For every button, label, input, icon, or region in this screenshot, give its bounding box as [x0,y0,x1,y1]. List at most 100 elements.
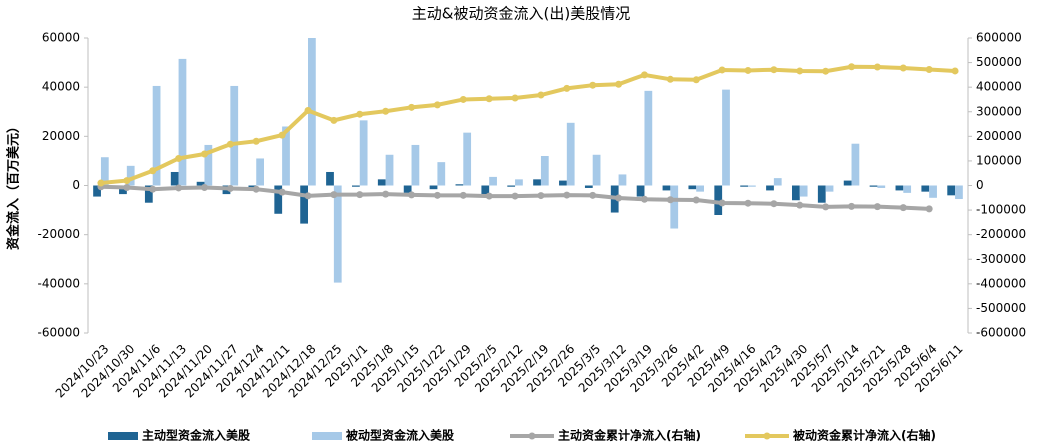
y2-tick-label: 300000 [976,104,1022,118]
point [951,67,959,75]
bar [748,185,756,187]
point [925,205,933,213]
point [589,81,597,89]
legend-swatch [312,432,342,440]
point [149,185,157,193]
point [537,192,545,200]
bar [540,156,549,186]
bar [170,171,179,186]
bar [300,185,308,224]
y2-tick-label: -400000 [976,276,1026,290]
bar [481,185,490,195]
bar [463,132,472,186]
point [848,202,856,210]
bar [662,185,671,191]
point [356,191,364,199]
point [511,94,519,102]
y2-tick-label: -300000 [976,252,1026,266]
point [718,199,726,207]
point [485,192,493,200]
point [252,137,260,145]
bar [955,185,963,200]
point [589,191,597,199]
bar [559,180,567,186]
point [459,191,467,199]
point [873,203,881,211]
bar [740,185,748,187]
point [796,201,804,209]
bar [714,185,723,215]
point [278,131,286,139]
y2-tick-label: -200000 [976,227,1026,241]
point [408,191,416,199]
point [433,101,441,109]
bar [929,185,937,198]
point [640,71,648,79]
bar [507,185,516,187]
y-tick-label: -40000 [37,276,80,290]
bar [851,143,860,186]
chart-title: 主动&被动资金流入(出)美股情况 [412,5,630,23]
bar [696,185,704,192]
y-tick-label: 20000 [42,129,80,143]
bar [377,179,386,186]
bar [411,144,420,186]
bar [644,90,653,186]
point [123,177,131,185]
point [149,167,157,175]
bar [196,181,205,186]
point [485,95,493,103]
point [563,84,571,92]
bar [385,154,394,186]
bar [843,180,852,186]
y-tick-label: 0 [72,178,80,192]
y-tick-label: 40000 [42,80,80,94]
point [640,195,648,203]
bar [533,179,541,186]
point [459,95,467,103]
bar [256,158,264,186]
point [666,75,674,83]
bar [799,185,808,197]
bar [895,185,904,191]
point [718,66,726,74]
point [770,66,778,74]
bar [592,154,601,186]
bar [429,185,438,190]
legend-swatch [108,432,138,440]
bar [670,185,679,229]
bar [333,185,342,283]
y2-tick-label: 200000 [976,129,1022,143]
bar [869,185,878,187]
point [278,188,286,196]
bar [248,185,257,188]
point [848,63,856,71]
point [822,67,830,75]
y-axis-label: 资金流入（百万美元） [6,120,22,250]
point [304,192,312,200]
bar [144,185,153,203]
point [744,199,752,207]
y2-tick-label: -500000 [976,301,1026,315]
bar [773,178,782,186]
point [382,190,390,198]
bar [636,185,645,197]
point [226,184,234,192]
bar [792,185,800,201]
legend-swatch [528,432,536,440]
point [925,65,933,73]
legend-swatch [763,432,771,440]
point [692,196,700,204]
bar [119,185,127,195]
point [330,191,338,199]
bar [877,185,886,188]
bar [825,185,834,192]
legend-label: 被动型资金流入美股 [346,428,455,443]
point [692,76,700,84]
point [97,179,105,187]
bar [722,89,730,186]
point [252,185,260,193]
bar [766,185,774,191]
point [796,67,804,75]
